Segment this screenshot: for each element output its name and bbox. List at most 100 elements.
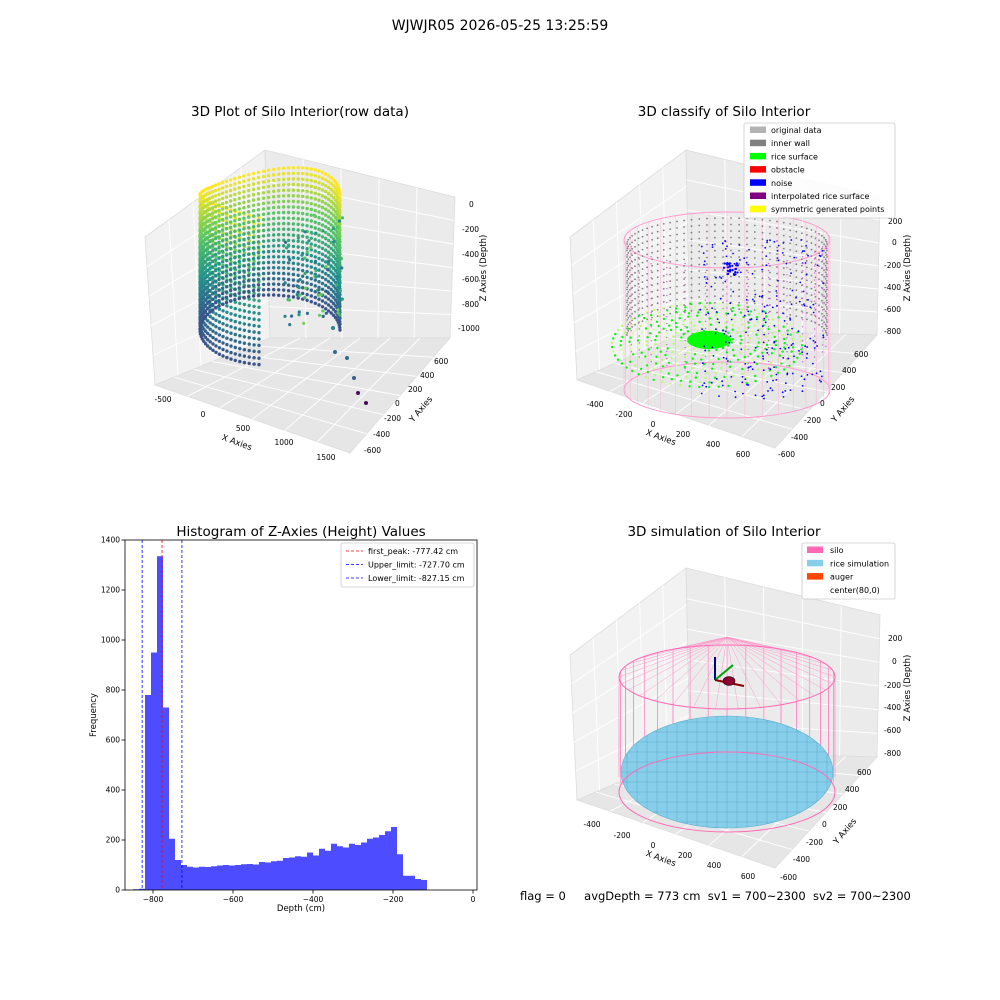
inner-wall-point: [634, 278, 636, 281]
inner-wall-point: [746, 263, 748, 265]
noise-point: [729, 302, 732, 305]
rice-surface-point: [614, 332, 617, 336]
noise-point: [757, 329, 759, 332]
raw-point: [242, 354, 247, 358]
inner-wall-point: [769, 258, 771, 261]
raw-point: [251, 203, 256, 208]
raw-point: [214, 331, 218, 335]
raw-point: [251, 171, 256, 176]
raw-point: [331, 207, 336, 211]
rice-surface-point: [665, 332, 669, 335]
raw-point: [309, 265, 313, 269]
silo-wire: [618, 636, 728, 678]
histogram-bar: [355, 845, 361, 890]
rice-surface-point: [674, 321, 678, 325]
raw-point: [286, 233, 291, 237]
panel-raw-data: 3D Plot of Silo Interior(row data) -500 …: [144, 104, 489, 462]
histogram-bar: [217, 865, 223, 890]
noise-point: [791, 372, 794, 375]
legend-swatch: [807, 559, 823, 567]
raw-point: [221, 354, 225, 358]
rice-surface-point: [756, 321, 760, 324]
silo-wire: [672, 636, 728, 650]
interpolated-point: [726, 293, 728, 295]
inner-wall-point: [769, 252, 771, 254]
raw-point: [214, 231, 218, 235]
rice-surface-point: [629, 360, 632, 363]
raw-point: [336, 274, 340, 279]
raw-point: [251, 182, 256, 186]
interpolated-point: [801, 354, 804, 356]
raw-point: [256, 245, 261, 249]
interpolated-point: [704, 362, 707, 365]
raw-point: [282, 194, 286, 198]
raw-point: [261, 228, 266, 233]
raw-point: [291, 182, 296, 187]
rice-surface-point: [741, 323, 744, 326]
rice-surface-point: [755, 333, 758, 336]
rice-surface-point: [682, 319, 685, 323]
rice-surface-point: [731, 328, 734, 331]
raw-point: [338, 193, 342, 197]
noise-point: [766, 304, 768, 307]
raw-point: [338, 243, 342, 247]
inner-wall-point: [637, 276, 640, 279]
inner-wall-point: [825, 312, 828, 315]
interpolated-point: [821, 288, 824, 290]
noise-point: [762, 341, 765, 344]
noise-point: [807, 299, 809, 301]
interpolated-point: [821, 260, 824, 262]
raw-point: [229, 286, 233, 290]
noise-point: [782, 396, 785, 398]
noise-point: [816, 264, 819, 267]
inner-wall-point: [641, 229, 644, 232]
inner-wall-point: [627, 264, 630, 267]
raw-point: [317, 297, 321, 301]
noise-point: [798, 300, 801, 303]
inner-wall-point: [637, 309, 640, 311]
raw-point: [286, 289, 291, 293]
rice-surface-point: [696, 314, 699, 317]
svg-text:400: 400: [707, 861, 722, 870]
inner-wall-point: [806, 292, 808, 295]
legend-swatch: [750, 126, 766, 133]
raw-point: [320, 223, 325, 227]
interpolated-point: [786, 281, 788, 283]
raw-point: [217, 326, 222, 331]
histogram-bar: [367, 838, 373, 890]
grid-line: [687, 628, 880, 663]
inner-wall-point: [637, 231, 640, 233]
raw-point: [242, 216, 246, 220]
raw-point: [261, 239, 266, 243]
raw-point: [247, 284, 251, 288]
svg-text:-400: -400: [586, 400, 603, 409]
svg-text:400: 400: [842, 366, 857, 375]
raw-point: [266, 179, 271, 183]
silo-wire: [654, 636, 728, 701]
inner-wall-point: [662, 223, 665, 225]
inner-wall-point: [651, 251, 653, 254]
raw-point: [272, 178, 276, 182]
interpolated-point: [684, 269, 686, 272]
raw-point: [272, 200, 276, 204]
rice-surface-point: [733, 313, 737, 317]
raw-point: [233, 192, 237, 197]
noise-point: [733, 262, 736, 265]
inner-wall-point: [690, 218, 693, 221]
inner-wall-point: [637, 270, 640, 272]
interpolated-point: [630, 309, 633, 311]
rice-surface-point: [670, 315, 673, 318]
rice-surface-point: [789, 333, 792, 336]
rice-surface-point: [798, 335, 802, 338]
inner-wall-point: [818, 278, 820, 281]
inner-wall-point: [706, 243, 708, 246]
rice-surface-point: [634, 364, 637, 367]
raw-point: [338, 261, 342, 265]
rice-surface-point: [754, 379, 757, 383]
inner-wall-point: [776, 272, 778, 275]
inner-wall-point: [769, 278, 771, 280]
raw-point: [205, 279, 210, 284]
raw-point: [228, 220, 233, 224]
raw-point: [296, 239, 300, 243]
rice-surface-point: [691, 357, 694, 360]
